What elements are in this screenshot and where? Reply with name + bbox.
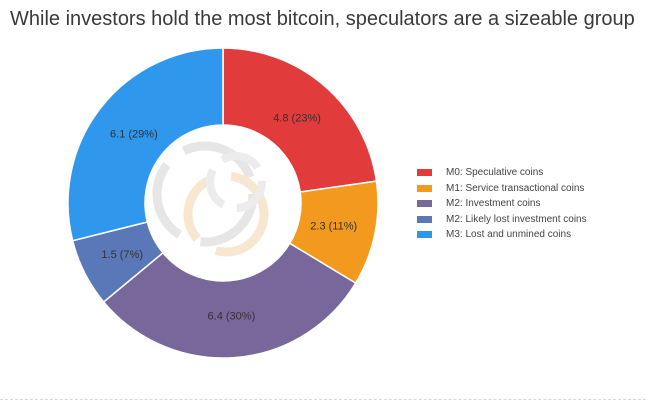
legend: M0: Speculative coins M1: Service transac…	[417, 165, 587, 243]
legend-item-1: M0: Speculative coins	[417, 165, 587, 181]
slice-label-4: 1.5 (7%)	[101, 249, 143, 261]
legend-swatch	[417, 200, 432, 208]
legend-item-5: M3: Lost and unmined coins	[417, 227, 587, 243]
legend-swatch	[417, 215, 432, 223]
legend-label: M2: Investment coins	[446, 198, 541, 210]
interlocking-rings-watermark-icon	[152, 141, 269, 257]
legend-swatch	[417, 231, 432, 239]
legend-label: M1: Service transactional coins	[446, 182, 585, 194]
legend-swatch	[417, 169, 432, 177]
slice-1	[222, 47, 378, 193]
slice-label-5: 6.1 (29%)	[110, 128, 158, 140]
slice-3	[102, 242, 357, 359]
legend-item-4: M2: Likely lost investment coins	[417, 212, 587, 228]
legend-swatch	[417, 184, 432, 192]
slice-label-2: 2.3 (11%)	[310, 221, 357, 233]
legend-label: M2: Likely lost investment coins	[446, 213, 587, 225]
legend-item-3: M2: Investment coins	[417, 196, 587, 212]
chart-title: While investors hold the most bitcoin, s…	[10, 8, 635, 30]
slice-label-3: 6.4 (30%)	[208, 311, 256, 323]
legend-label: M0: Speculative coins	[446, 167, 544, 179]
legend-label: M3: Lost and unmined coins	[446, 229, 572, 241]
legend-item-2: M1: Service transactional coins	[417, 181, 587, 197]
divider	[0, 399, 646, 400]
slice-label-1: 4.8 (23%)	[273, 113, 321, 125]
slice-5	[67, 47, 224, 242]
